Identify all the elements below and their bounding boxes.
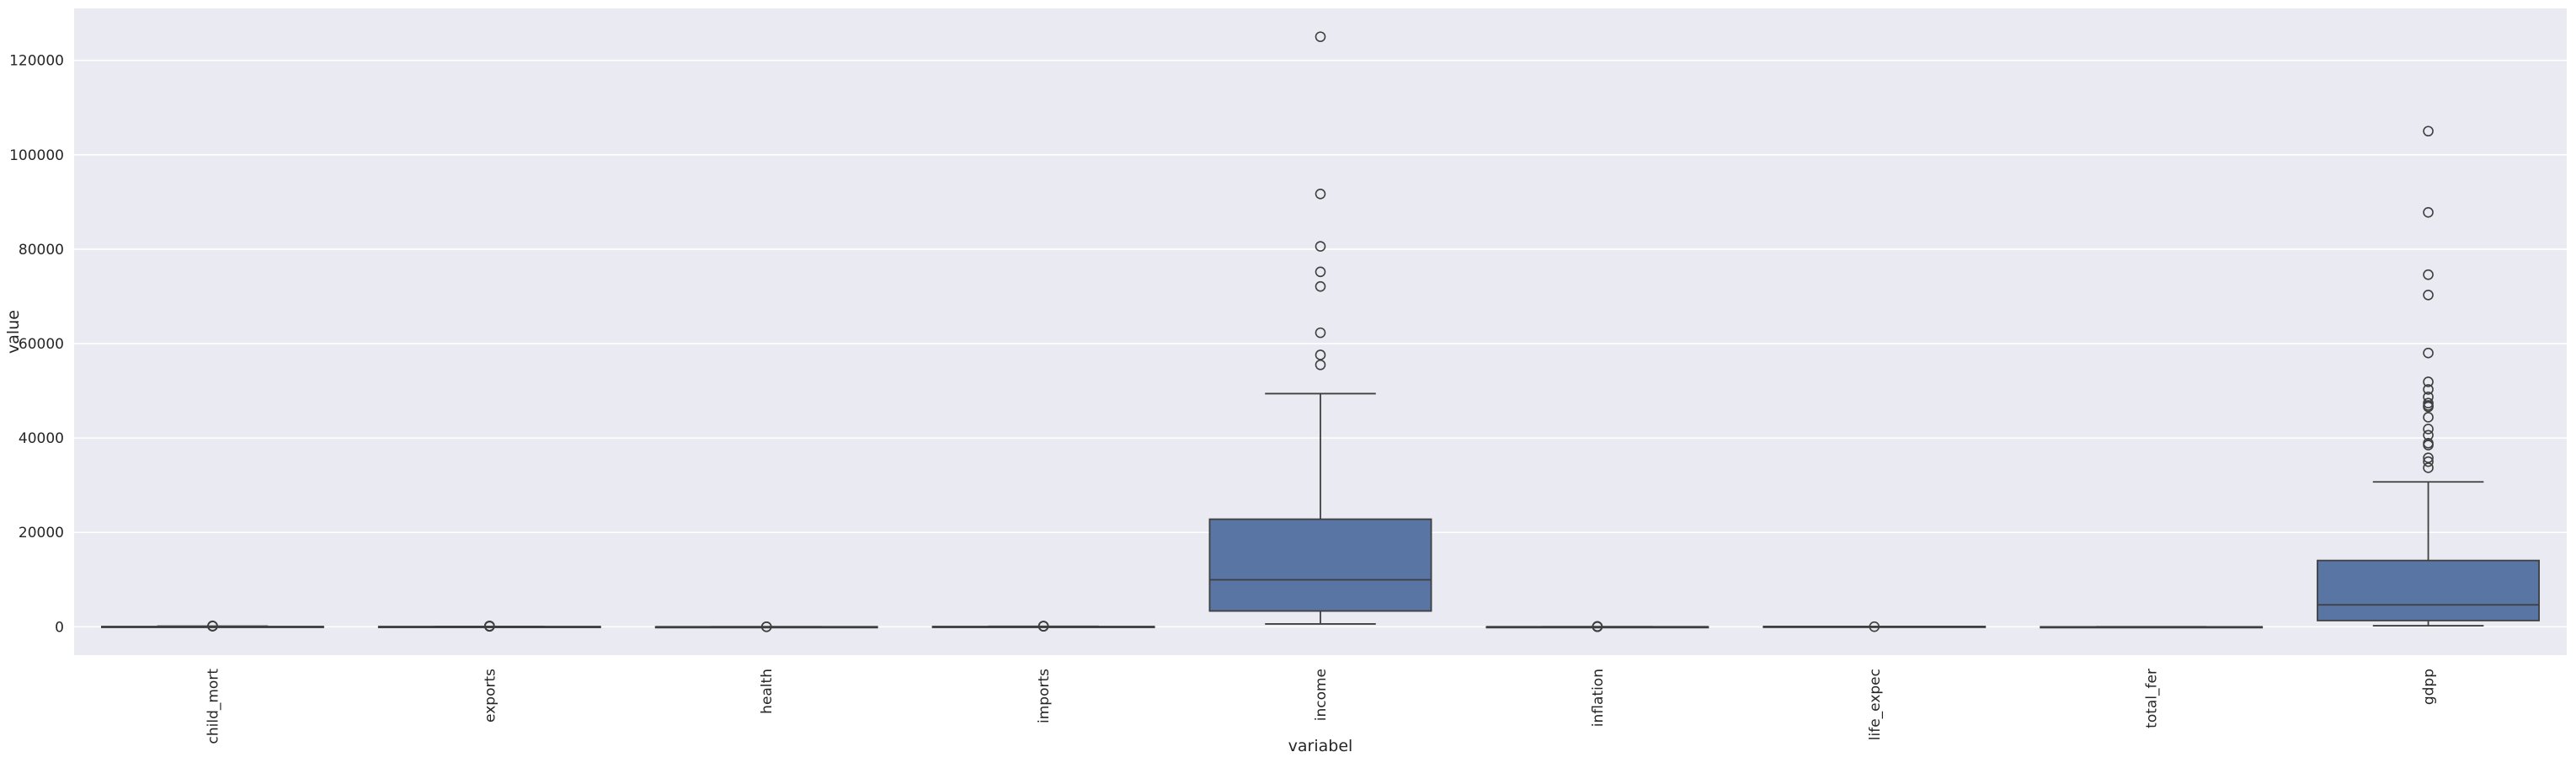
x-tick-label: gdpp	[2421, 669, 2438, 705]
outlier-point	[2423, 125, 2434, 137]
outlier-point	[2423, 206, 2434, 218]
x-tick-label: inflation	[1590, 669, 1607, 727]
y-tick-label: 120000	[9, 53, 64, 70]
box-group-life_expec	[1763, 621, 1987, 632]
outlier-point	[2423, 429, 2434, 441]
y-tick-label: 80000	[19, 242, 64, 259]
y-tick-label: 60000	[19, 336, 64, 353]
x-tick-label: child_mort	[205, 669, 221, 744]
outlier-point	[1315, 241, 1326, 252]
y-tick-label: 20000	[19, 525, 64, 541]
x-tick-label: total_fer	[2144, 669, 2161, 728]
outlier-point	[2423, 384, 2434, 395]
y-tick-label: 40000	[19, 430, 64, 447]
outlier-point	[1869, 621, 1880, 632]
y-tick-labels: 0 20000 40000 60000 80000 100000 120000	[9, 53, 64, 637]
outlier-point	[2423, 397, 2434, 408]
outlier-point	[484, 620, 495, 632]
outlier-point	[2423, 269, 2434, 280]
x-tick-label: health	[759, 669, 776, 714]
outlier-point	[1315, 266, 1326, 278]
outlier-point	[1315, 349, 1326, 360]
outlier-point	[1592, 621, 1603, 632]
y-axis-title: value	[4, 310, 23, 354]
box-iqr	[1208, 518, 1432, 612]
box-group-inflation	[1485, 621, 1709, 632]
x-tick-label: imports	[1036, 669, 1053, 723]
outlier-point	[2423, 392, 2434, 403]
outlier-point	[2423, 452, 2434, 463]
box-iqr	[2317, 559, 2541, 621]
x-tick-label: exports	[482, 669, 499, 723]
x-tick-label: life_expec	[1867, 669, 1884, 740]
box-group-income	[1208, 31, 1432, 625]
outlier-point	[2423, 437, 2434, 449]
outlier-point	[1315, 189, 1326, 200]
outlier-point	[760, 621, 772, 632]
box-group-health	[654, 621, 878, 632]
outlier-point	[1315, 280, 1326, 292]
outlier-point	[2423, 347, 2434, 359]
outlier-point	[1315, 31, 1326, 42]
outlier-point	[2423, 376, 2434, 387]
box-group-exports	[377, 620, 601, 632]
outlier-point	[2423, 412, 2434, 423]
y-tick-label: 100000	[9, 147, 64, 164]
outlier-point	[207, 620, 218, 632]
boxes	[100, 31, 2541, 632]
box-group-imports	[931, 621, 1155, 632]
outlier-point	[1315, 327, 1326, 339]
outlier-point	[1037, 621, 1049, 632]
x-tick-label: income	[1313, 669, 1330, 721]
outlier-point	[2423, 289, 2434, 301]
outlier-point	[2423, 424, 2434, 435]
outlier-point	[2423, 456, 2434, 467]
box-group-child_mort	[100, 620, 324, 632]
x-axis-title: variabel	[1288, 737, 1353, 755]
box-group-gdpp	[2317, 125, 2541, 627]
x-tick-labels: child_mort exports health imports income infl…	[205, 669, 2437, 744]
y-tick-label: 0	[55, 619, 64, 636]
